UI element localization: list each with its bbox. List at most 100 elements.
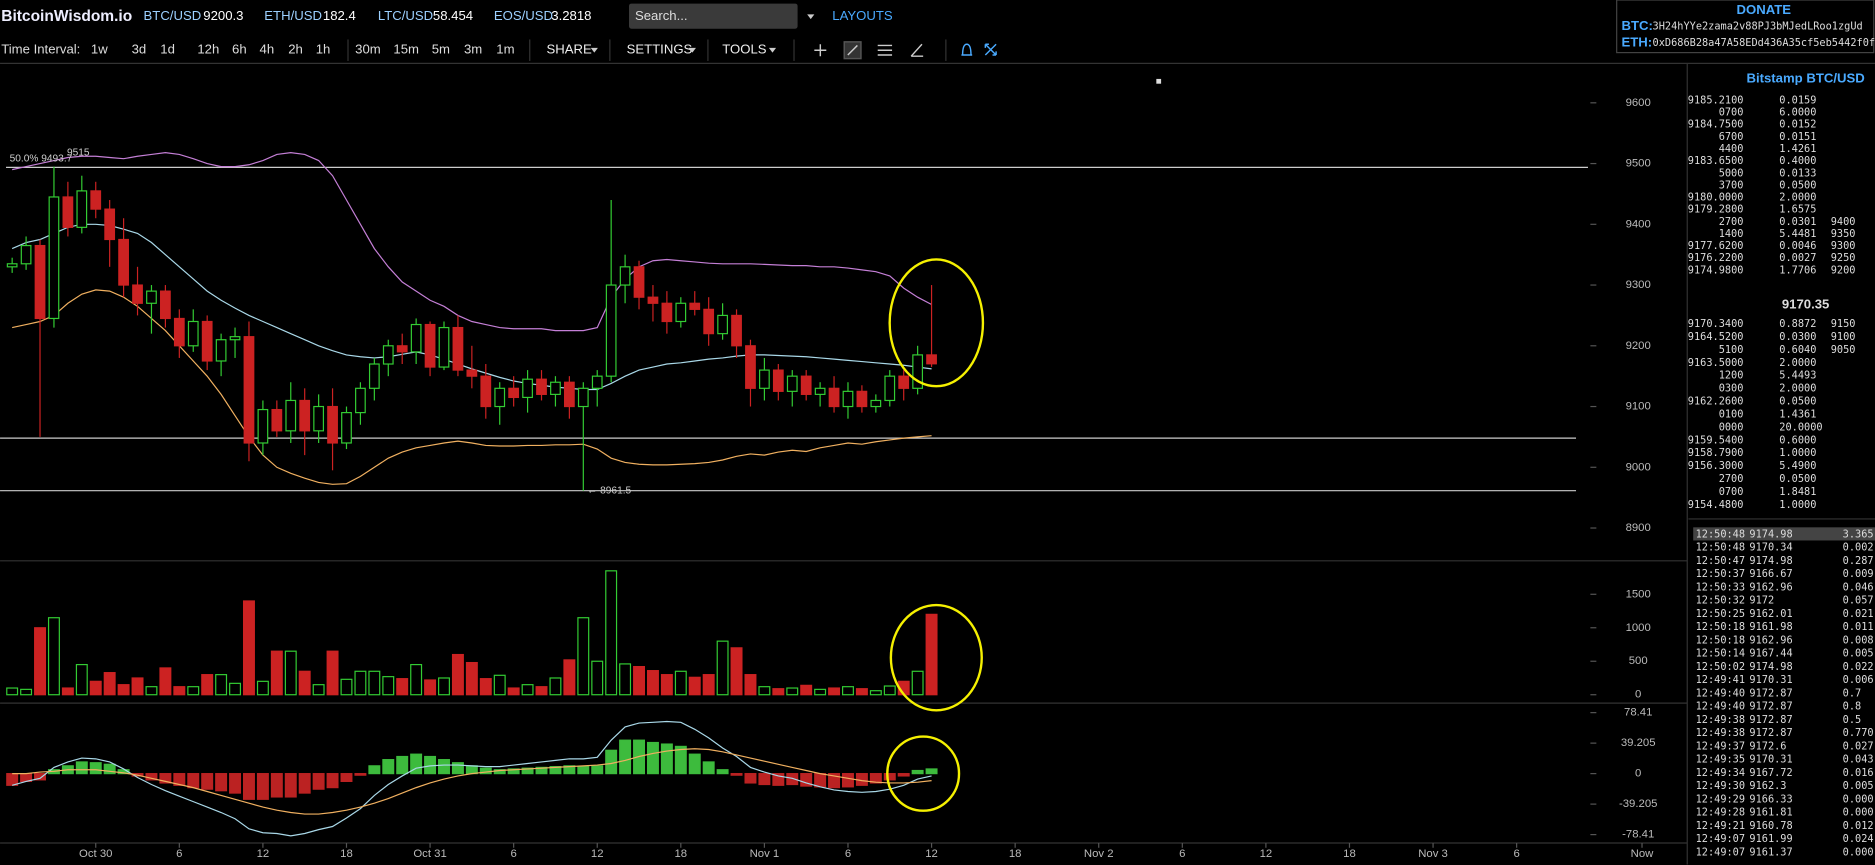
ticker-name[interactable]: EOS/USD: [494, 8, 553, 23]
book-amount: 0.0027: [1779, 252, 1816, 264]
trade-amount: 0.022: [1843, 661, 1874, 673]
menu-button[interactable]: TOOLS: [722, 42, 767, 57]
trade-time: 12:49:35: [1696, 754, 1745, 766]
interval-button[interactable]: 2h: [288, 42, 303, 57]
book-amount: 5.4493: [1779, 370, 1816, 382]
interval-button[interactable]: 15m: [393, 42, 419, 57]
interval-button[interactable]: 30m: [355, 42, 381, 57]
crosshair-icon[interactable]: [814, 44, 827, 57]
book-price: 2700: [1719, 216, 1744, 228]
y-tick-label: 9000: [1626, 461, 1651, 473]
y-tick-label: 0: [1635, 768, 1641, 780]
candle-body: [118, 238, 129, 286]
bar: [298, 773, 311, 794]
highlight-ellipse: [886, 735, 961, 812]
trade-time: 12:49:07: [1696, 846, 1745, 858]
trade-time: 12:49:21: [1696, 820, 1745, 832]
interval-button[interactable]: 3d: [132, 42, 147, 57]
trade-price: 9162.3: [1749, 780, 1786, 792]
candle-body: [62, 196, 74, 228]
candle-body: [76, 190, 88, 228]
interval-button[interactable]: 4h: [260, 42, 275, 57]
trade-amount: 0.000: [1843, 846, 1874, 858]
menu-button[interactable]: SETTINGS: [627, 42, 693, 57]
book-depth: 9100: [1831, 331, 1856, 343]
bar: [758, 773, 771, 786]
bar: [159, 773, 172, 784]
fullscreen-icon[interactable]: [984, 43, 997, 56]
bar: [869, 773, 882, 784]
candle-body: [536, 378, 547, 395]
bar: [256, 773, 269, 800]
ticker-value[interactable]: 3.2818: [551, 8, 591, 23]
ticker-value[interactable]: 182.4: [323, 8, 356, 23]
book-price: 0300: [1719, 383, 1744, 395]
bar: [646, 670, 659, 696]
donate-title[interactable]: DONATE: [1737, 2, 1792, 17]
menu-button[interactable]: SHARE: [546, 42, 592, 57]
book-price: 9163.5000: [1688, 357, 1744, 369]
candle-body: [605, 284, 617, 377]
interval-button[interactable]: 3m: [464, 42, 482, 57]
hlines-icon[interactable]: [877, 44, 893, 56]
layouts-button[interactable]: LAYOUTS: [832, 8, 893, 23]
interval-button[interactable]: 5m: [432, 42, 450, 57]
trade-amount: 0.005: [1843, 648, 1874, 660]
bar: [103, 763, 116, 775]
book-price: 4400: [1719, 143, 1744, 155]
bar: [535, 766, 548, 775]
candle-body: [355, 387, 366, 414]
trade-time: 12:49:37: [1696, 740, 1745, 752]
trade-amount: 0.016: [1843, 767, 1874, 779]
bar: [326, 773, 339, 789]
interval-button[interactable]: 1d: [160, 42, 175, 57]
ticker-name[interactable]: BTC/USD: [144, 8, 202, 23]
drawing-tools[interactable]: [814, 41, 997, 60]
interval-button[interactable]: 1m: [496, 42, 514, 57]
ticker-value[interactable]: 58.454: [433, 8, 473, 23]
caret: [807, 14, 815, 20]
highlights: [886, 258, 985, 812]
book-price: 9176.2200: [1688, 252, 1744, 264]
ticker-name[interactable]: LTC/USD: [378, 8, 433, 23]
candle-body: [814, 387, 826, 395]
x-tick-label: 18: [675, 848, 688, 860]
search-box[interactable]: [628, 3, 798, 29]
candle-body: [494, 387, 506, 408]
bar: [173, 686, 186, 696]
bar: [242, 600, 255, 696]
ticker-name[interactable]: ETH/USD: [264, 8, 322, 23]
toolbar-dividers: [347, 39, 947, 61]
book-amount: 5.4900: [1779, 460, 1816, 472]
interval-button[interactable]: 1h: [316, 42, 331, 57]
candle-body: [731, 314, 742, 347]
book-amount: 0.0152: [1779, 119, 1816, 131]
bar: [744, 674, 757, 696]
book-price: 9174.9800: [1688, 264, 1744, 276]
candle-body: [187, 320, 199, 347]
pen-icon[interactable]: [910, 43, 924, 57]
book-price: 9177.6200: [1688, 240, 1744, 252]
x-tick-label: 18: [1009, 848, 1022, 860]
candle-body: [299, 399, 311, 432]
candle-body: [466, 369, 478, 377]
interval-button[interactable]: 12h: [197, 42, 219, 57]
y-tick-label: 8900: [1626, 522, 1651, 534]
book-price: 9162.2600: [1688, 396, 1744, 408]
bar: [521, 767, 534, 775]
candle-body: [800, 375, 812, 395]
interval-button[interactable]: 6h: [232, 42, 247, 57]
trade-amount: 0.7: [1843, 687, 1862, 699]
y-tick-label: 9500: [1626, 158, 1651, 170]
y-tick-label: 9100: [1626, 401, 1651, 413]
ticker-value[interactable]: 9200.3: [203, 8, 243, 23]
alert-icon[interactable]: [961, 43, 973, 56]
book-price: 9158.7900: [1688, 447, 1744, 459]
interval-button[interactable]: 1w: [91, 42, 108, 57]
trade-price: 9170.34: [1749, 542, 1792, 554]
trade-time: 12:50:32: [1696, 595, 1745, 607]
x-tick-label: 6: [510, 848, 516, 860]
candle-body: [870, 399, 882, 408]
line-icon[interactable]: [847, 44, 858, 56]
bar: [702, 761, 715, 775]
